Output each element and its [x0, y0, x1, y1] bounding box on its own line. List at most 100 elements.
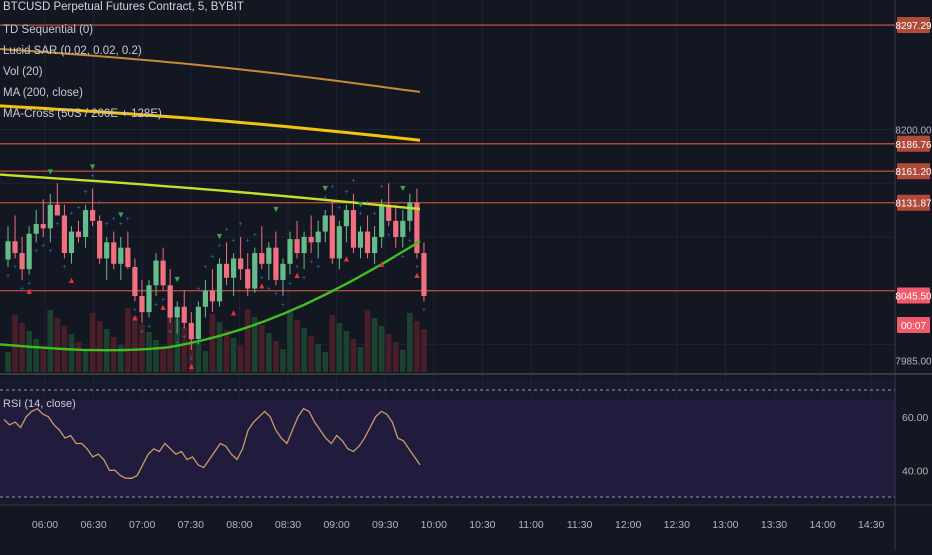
sar-dot: + — [20, 286, 24, 293]
volume-bar — [400, 350, 406, 372]
sar-dot: + — [408, 237, 412, 244]
volume-bar — [181, 327, 188, 372]
volume-bar — [308, 336, 314, 372]
candle-body — [421, 253, 427, 297]
volume-bar — [357, 347, 364, 372]
candle-body — [125, 247, 131, 268]
indicator-volume[interactable]: Vol (20) — [3, 66, 43, 78]
volume-bar — [244, 309, 251, 372]
sar-dot: + — [337, 205, 341, 212]
candle-body — [68, 231, 75, 254]
volume-bar — [96, 321, 103, 372]
chart-title: BTCUSD Perpetual Futures Contract, 5, BY… — [3, 1, 244, 13]
candle-body — [97, 220, 103, 259]
sar-dot: + — [246, 237, 250, 244]
candle-body — [26, 233, 32, 270]
volume-bar — [385, 334, 392, 372]
sar-dot: + — [196, 286, 200, 293]
volume-bar — [273, 341, 279, 372]
sar-dot: + — [295, 264, 299, 271]
td-buy-marker: ▲ — [342, 254, 351, 264]
candle-body — [245, 269, 251, 289]
time-label: 14:00 — [809, 519, 835, 531]
td-sell-marker: ▼ — [215, 231, 224, 241]
sar-dot: + — [98, 200, 102, 207]
candle-body — [252, 253, 258, 289]
sar-dot: + — [330, 184, 334, 191]
candle-body — [231, 258, 237, 278]
sar-dot: + — [69, 210, 73, 217]
price-axis-label: 7985.00 — [895, 356, 932, 367]
time-label: 12:00 — [615, 519, 641, 531]
volume-bar — [202, 351, 209, 372]
volume-bar — [251, 317, 258, 372]
volume-bar — [237, 346, 244, 372]
indicator-td-sequential[interactable]: TD Sequential (0) — [3, 24, 94, 36]
sar-dot: + — [323, 194, 327, 201]
sar-dot: + — [91, 173, 95, 180]
candle-body — [343, 210, 349, 227]
candle-body — [273, 247, 279, 280]
volume-bar — [392, 342, 399, 372]
ma-orange-line — [0, 48, 421, 93]
price-badge — [897, 163, 930, 180]
sar-dot: + — [182, 334, 186, 341]
volume-bar — [75, 342, 82, 372]
candle-body — [259, 253, 265, 264]
volume-bar — [125, 308, 131, 372]
sar-dot: + — [274, 291, 278, 298]
volume-bar — [146, 332, 152, 372]
sar-dot: + — [48, 248, 52, 255]
time-label: 11:00 — [518, 519, 544, 531]
volume-bar — [378, 326, 385, 372]
candle-body — [104, 242, 110, 259]
price-axis-label: 8200.00 — [895, 126, 932, 137]
volume-bar — [414, 321, 420, 372]
candle-body — [238, 258, 244, 270]
candle-body — [75, 231, 82, 237]
rsi-axis-label: 60.00 — [902, 412, 928, 424]
sar-dot: + — [351, 178, 355, 185]
td-sell-marker: ▼ — [356, 199, 365, 209]
candle-body — [153, 260, 159, 286]
volume-bar — [209, 314, 216, 372]
time-label: 07:30 — [178, 519, 204, 531]
volume-bar — [5, 352, 11, 372]
rsi-pane-label[interactable]: RSI (14, close) — [3, 398, 76, 410]
candle-body — [294, 239, 300, 254]
sar-dot: + — [175, 339, 179, 346]
indicator-ma-cross[interactable]: MA-Cross (50S / 200E + 128E) — [3, 108, 162, 120]
candle-body — [407, 202, 413, 221]
candle-body — [216, 263, 223, 302]
candle-body — [160, 260, 166, 286]
volume-bar — [322, 352, 329, 372]
time-label: 10:00 — [421, 519, 447, 531]
time-label: 06:30 — [80, 519, 106, 531]
volume-bar — [33, 339, 39, 372]
indicator-ma-200[interactable]: MA (200, close) — [3, 87, 83, 99]
rsi-band-bg — [0, 400, 895, 497]
sar-dot: + — [6, 273, 10, 280]
candle-body — [181, 306, 187, 323]
ma-128e-line — [0, 173, 421, 211]
candle-body — [40, 224, 46, 229]
td-sell-marker: ▼ — [116, 210, 125, 220]
indicator-lucid-sar[interactable]: Lucid SAR (0.02, 0.02, 0.2) — [3, 45, 142, 57]
time-label: 14:30 — [858, 519, 884, 531]
sar-dot: + — [302, 275, 306, 282]
volume-bar — [294, 320, 300, 372]
sar-dot: + — [281, 302, 285, 309]
candle-body — [167, 285, 173, 318]
sar-dot: + — [309, 259, 313, 266]
candle-body — [400, 220, 406, 237]
volume-bar — [195, 343, 202, 372]
sar-dot: + — [105, 221, 109, 228]
td-sell-marker: ▼ — [88, 161, 97, 171]
candle-body — [61, 215, 67, 254]
sar-dot: + — [119, 221, 123, 228]
candle-body — [386, 204, 392, 221]
candle-body — [315, 231, 321, 243]
sar-dot: + — [55, 221, 59, 228]
